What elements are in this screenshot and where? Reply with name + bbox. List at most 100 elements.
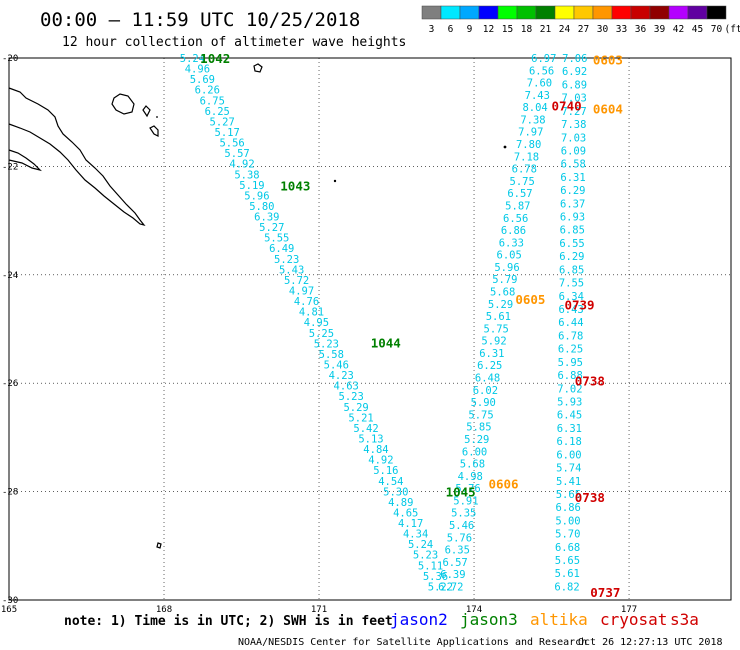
swh-value: 5.35 [451,508,476,520]
swh-value: 6.72 [438,581,463,593]
timestamp-text: Oct 26 12:27:13 UTC 2018 [578,637,723,648]
swh-value: 5.30 [383,486,408,498]
swh-value: 4.96 [185,64,210,76]
swh-value: 5.29 [464,434,489,446]
swh-value: 6.35 [445,545,470,557]
swh-value: 6.85 [560,225,585,237]
swh-value: 5.92 [481,336,506,348]
swh-value: 6.29 [559,251,584,263]
scale-label: 36 [635,24,647,35]
swh-value: 5.23 [413,550,438,562]
map-frame [8,57,732,601]
swh-value: 6.25 [558,344,583,356]
swh-value: 6.78 [512,164,537,176]
swh-value: 5.79 [492,274,517,286]
swh-value: 6.26 [195,85,220,97]
swh-value: 5.41 [556,476,581,488]
swh-value: 6.18 [557,436,582,448]
footer-note: note: 1) Time is in UTC; 2) SWH is in fe… [64,614,393,629]
swh-value: 5.95 [558,357,583,369]
swh-value: 6.78 [558,330,583,342]
swh-value: 4.92 [368,455,393,467]
swh-value: 6.85 [559,264,584,276]
swh-value: 7.03 [561,132,586,144]
swh-value: 4.92 [229,159,254,171]
swh-value: 5.38 [234,169,259,181]
swh-value: 4.63 [334,381,359,393]
swh-value: 5.65 [555,555,580,567]
swh-value: 5.43 [279,264,304,276]
swh-value: 6.48 [475,373,500,385]
swh-value: 4.34 [403,529,428,541]
swh-value: 5.22 [428,581,453,593]
swh-value: 5.46 [449,520,474,532]
scale-label: 30 [597,24,609,35]
scale-label: 27 [578,24,589,35]
swh-value: 7.06 [562,53,587,65]
lat-label: -30 [2,596,18,606]
swh-value: 5.68 [460,459,485,471]
swh-value: 5.36 [423,571,448,583]
scale-swatch [535,5,556,20]
swh-value: 6.56 [503,213,528,225]
swh-value: 6.55 [559,238,584,250]
lat-label: -26 [2,379,18,389]
swh-value: 4.97 [289,286,314,298]
map-grid [8,57,731,601]
swh-value: 4.95 [304,317,329,329]
swh-value: 6.49 [269,243,294,255]
swh-value: 8.04 [522,102,547,114]
swh-value: 5.68 [490,287,515,299]
swh-value: 7.38 [561,119,586,131]
swh-value: 5.24 [180,53,205,65]
swh-value: 5.70 [555,529,580,541]
scale-swatch [440,5,461,20]
swh-value: 6.88 [557,370,582,382]
scale-swatch [573,5,594,20]
swh-value: 5.13 [358,433,383,445]
swh-value: 4.23 [329,370,354,382]
scale-label: 70 [711,24,723,35]
swh-value: 6.57 [507,188,532,200]
swh-value: 6.00 [556,449,581,461]
swh-value: 6.75 [200,95,225,107]
swh-value: 7.27 [561,106,586,118]
swh-value: 5.96 [244,190,269,202]
scale-swatch [706,5,727,20]
swh-value: 5.72 [284,275,309,287]
swh-value: 6.09 [561,145,586,157]
scale-label: 39 [654,24,666,35]
swh-value: 5.29 [343,402,368,414]
swh-value: 5.65 [556,489,581,501]
scale-label: 12 [483,24,494,35]
swh-value: 6.45 [557,410,582,422]
swh-value: 5.11 [418,560,443,572]
swh-tracks: 5.244.965.696.266.756.255.275.175.565.57… [180,53,588,593]
swh-value: 6.39 [440,569,465,581]
pass-time-label: 0740 [552,99,582,114]
swh-value: 4.81 [299,307,324,319]
coastline-new-caledonia [8,63,263,549]
lon-label: 168 [156,605,172,615]
swh-value: 5.46 [324,360,349,372]
swh-value: 7.60 [527,78,552,90]
swh-value: 5.96 [494,262,519,274]
swh-value: 5.75 [484,323,509,335]
scale-unit: (ft) [725,24,740,35]
pass-time-label: 1045 [446,485,476,500]
swh-value: 5.17 [215,127,240,139]
pass-time-label: 0737 [590,585,620,600]
swh-value: 6.92 [562,66,587,78]
swh-value: 5.23 [339,391,364,403]
pass-time-label: 0605 [515,292,545,307]
scale-swatch [687,5,708,20]
swh-value: 5.19 [239,180,264,192]
swh-value: 5.87 [505,200,530,212]
swh-value: 7.97 [518,127,543,139]
swh-value: 5.56 [219,138,244,150]
scale-label: 21 [540,24,552,35]
swh-value: 5.27 [210,116,235,128]
swh-value: 7.02 [557,383,582,395]
swh-value: 5.16 [373,465,398,477]
